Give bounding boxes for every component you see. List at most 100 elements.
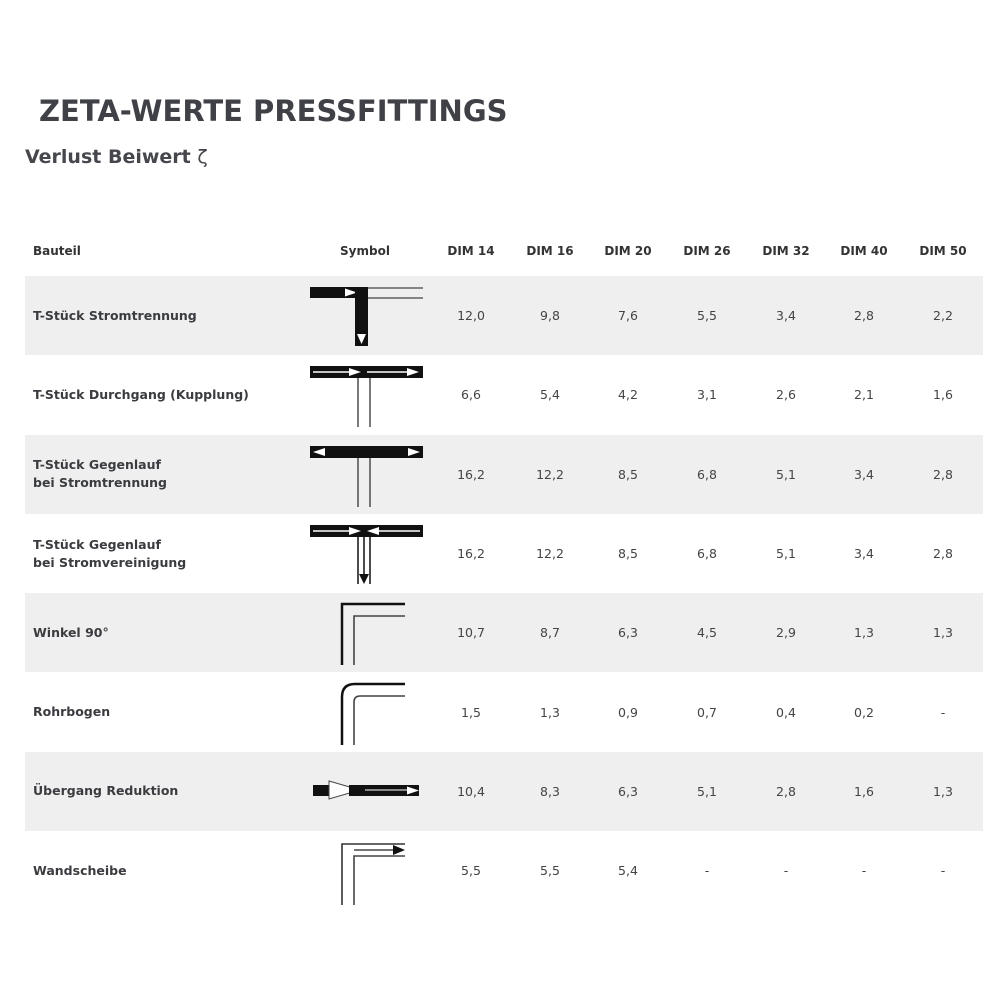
zeta-value: 6,3 <box>618 625 638 641</box>
zeta-value: 8,7 <box>540 625 560 641</box>
symbol-cell <box>305 276 425 355</box>
zeta-value: 1,3 <box>933 625 953 641</box>
zeta-value: 1,5 <box>461 704 481 720</box>
zeta-value: 1,3 <box>854 625 874 641</box>
zeta-value: 6,6 <box>461 387 481 403</box>
tee-counter-merge-icon <box>310 525 423 585</box>
zeta-value: 3,4 <box>854 466 874 482</box>
symbol-cell <box>305 752 425 831</box>
zeta-value: 2,1 <box>854 387 874 403</box>
zeta-value: 10,7 <box>457 625 485 641</box>
zeta-value: 5,5 <box>697 308 717 324</box>
header-dim: DIM 50 <box>919 244 967 258</box>
component-name: T-Stück Gegenlauf bei Stromtrennung <box>33 457 167 491</box>
zeta-value: 12,2 <box>536 546 564 562</box>
zeta-value: 0,4 <box>776 704 796 720</box>
symbol-cell <box>305 435 425 514</box>
header-dim: DIM 20 <box>604 244 652 258</box>
page-title: ZETA-WERTE PRESSFITTINGS <box>39 94 508 128</box>
zeta-value: 0,7 <box>697 704 717 720</box>
subtitle-text: Verlust Beiwert <box>25 146 191 168</box>
zeta-value: - <box>861 863 867 879</box>
zeta-value: 2,9 <box>776 625 796 641</box>
zeta-value: 2,8 <box>933 546 953 562</box>
component-name: Übergang Reduktion <box>33 783 179 799</box>
zeta-value: - <box>940 704 946 720</box>
zeta-value: 6,8 <box>697 546 717 562</box>
symbol-cell <box>305 514 425 593</box>
table-row: Rohrbogen 1,5 1,3 0,9 0,7 0,4 0,2 - <box>25 672 983 751</box>
zeta-value: 5,4 <box>540 387 560 403</box>
zeta-value: 3,1 <box>697 387 717 403</box>
zeta-value: 5,4 <box>618 863 638 879</box>
zeta-value: 2,8 <box>854 308 874 324</box>
zeta-value: 5,1 <box>776 466 796 482</box>
header-dim: DIM 16 <box>526 244 574 258</box>
zeta-value: - <box>783 863 789 879</box>
zeta-value: 2,8 <box>776 783 796 799</box>
zeta-value: 1,6 <box>854 783 874 799</box>
zeta-symbol: ζ <box>197 146 208 168</box>
component-name: Rohrbogen <box>33 704 111 720</box>
table-row: T-Stück Stromtrennung 12,0 9,8 7,6 5,5 3,4 2,8… <box>25 276 983 356</box>
zeta-value: 3,4 <box>854 546 874 562</box>
zeta-value: 8,3 <box>540 783 560 799</box>
zeta-value: 1,3 <box>933 783 953 799</box>
pipe-bend-icon <box>340 682 405 745</box>
zeta-value: 0,2 <box>854 704 874 720</box>
zeta-value: 5,1 <box>776 546 796 562</box>
zeta-value: 3,4 <box>776 308 796 324</box>
wall-plate-icon <box>341 843 405 906</box>
table-row: T-Stück Durchgang (Kupplung) 6,6 5,4 4,2 3,1… <box>25 355 983 434</box>
symbol-cell <box>305 831 425 910</box>
reducer-icon <box>313 780 419 800</box>
symbol-cell <box>305 355 425 434</box>
header-dim: DIM 40 <box>840 244 888 258</box>
zeta-value: 1,6 <box>933 387 953 403</box>
zeta-value: 2,8 <box>933 466 953 482</box>
tee-through-icon <box>310 366 423 428</box>
tee-split-icon <box>310 287 423 347</box>
zeta-value: 8,5 <box>618 546 638 562</box>
zeta-value: 16,2 <box>457 546 485 562</box>
component-name: Wandscheibe <box>33 862 127 878</box>
zeta-table: Bauteil Symbol DIM 14 DIM 16 DIM 20 DIM 26 DIM… <box>25 226 983 910</box>
zeta-value: 8,5 <box>618 466 638 482</box>
zeta-value: 6,3 <box>618 783 638 799</box>
page-subtitle: Verlust Beiwert ζ <box>25 146 208 168</box>
zeta-value: 10,4 <box>457 783 485 799</box>
zeta-value: 0,9 <box>618 704 638 720</box>
zeta-value: 12,0 <box>457 308 485 324</box>
table-row: T-Stück Gegenlauf bei Stromtrennung 16,2 1… <box>25 434 983 514</box>
zeta-value: 1,3 <box>540 704 560 720</box>
zeta-value: 5,5 <box>461 863 481 879</box>
component-name: T-Stück Stromtrennung <box>33 307 197 323</box>
zeta-value: - <box>940 863 946 879</box>
zeta-value: 12,2 <box>536 466 564 482</box>
table-row: Winkel 90° 10,7 8,7 6,3 4,5 2,9 1,3 1,3 <box>25 593 983 673</box>
header-symbol: Symbol <box>340 244 390 258</box>
component-name: T-Stück Gegenlauf bei Stromvereinigung <box>33 536 187 570</box>
zeta-value: 2,6 <box>776 387 796 403</box>
zeta-value: 5,1 <box>697 783 717 799</box>
zeta-value: - <box>704 863 710 879</box>
zeta-value: 4,5 <box>697 625 717 641</box>
zeta-value: 7,6 <box>618 308 638 324</box>
table-header: Bauteil Symbol DIM 14 DIM 16 DIM 20 DIM 26 DIM… <box>25 226 983 276</box>
component-name: Winkel 90° <box>33 624 109 640</box>
header-dim: DIM 14 <box>447 244 495 258</box>
header-bauteil: Bauteil <box>33 244 81 258</box>
elbow-90-icon <box>340 603 405 666</box>
tee-counter-split-icon <box>310 445 423 507</box>
table-row: Übergang Reduktion 10,4 8,3 6,3 5,1 2,8 1,6 1,3 <box>25 751 983 832</box>
zeta-value: 9,8 <box>540 308 560 324</box>
table-row: T-Stück Gegenlauf bei Stromvereinigung 16… <box>25 514 983 593</box>
zeta-value: 4,2 <box>618 387 638 403</box>
component-name: T-Stück Durchgang (Kupplung) <box>33 386 249 402</box>
symbol-cell <box>305 672 425 751</box>
header-dim: DIM 32 <box>762 244 810 258</box>
zeta-value: 16,2 <box>457 466 485 482</box>
header-dim: DIM 26 <box>683 244 731 258</box>
symbol-cell <box>305 593 425 672</box>
zeta-value: 2,2 <box>933 308 953 324</box>
